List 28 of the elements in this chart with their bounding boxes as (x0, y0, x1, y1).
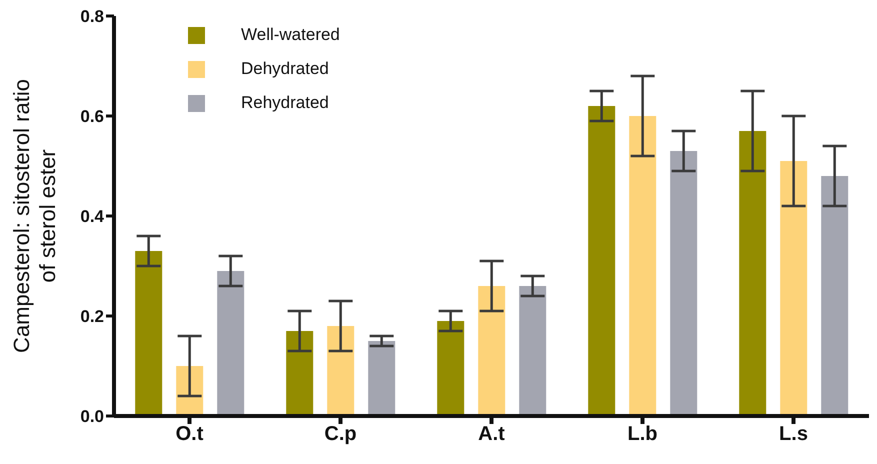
bar (629, 116, 656, 416)
y-axis-title: Campesterol: sitosterol ratio of sterol ester (9, 79, 60, 353)
y-tick-label: 0.4 (80, 207, 105, 226)
bar (437, 321, 464, 416)
bar (135, 251, 162, 416)
legend-label: Dehydrated (241, 59, 329, 79)
y-tick-label: 0.6 (80, 107, 104, 126)
bar (286, 331, 314, 416)
bar (588, 106, 616, 416)
x-tick-label: L.s (779, 423, 808, 446)
bar (217, 271, 244, 416)
y-tick-label: 0.8 (80, 7, 104, 26)
x-tick-label: O.t (176, 423, 204, 446)
x-tick-label: L.b (628, 423, 658, 446)
x-tick-label: A.t (478, 423, 506, 446)
bar (478, 286, 506, 416)
bar (519, 286, 546, 416)
bar (670, 151, 698, 416)
x-tick-label: C.p (324, 423, 357, 446)
y-tick-label: 0.0 (80, 407, 104, 426)
bar (739, 131, 766, 416)
legend-label: Well-watered (241, 25, 340, 45)
bar (327, 326, 354, 416)
bar (368, 341, 396, 416)
bar (780, 161, 808, 416)
bar (821, 176, 848, 416)
legend-label: Rehydrated (241, 93, 329, 113)
y-tick-label: 0.2 (80, 307, 104, 326)
